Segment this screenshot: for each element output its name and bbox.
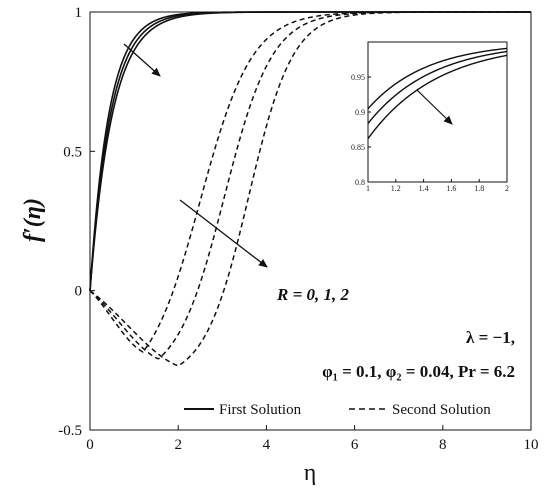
- arrow-first-solution: [123, 43, 161, 77]
- inset-x-tick-label: 1.6: [446, 184, 456, 193]
- inset-first-solution-line-R2: [367, 54, 508, 140]
- inset-first-solution-line-R1: [367, 50, 508, 124]
- arrow-second-solution: [179, 199, 268, 268]
- axis-ticks: 0 2 4 6 8 10-0.500.51: [58, 5, 538, 453]
- y-tick-label: 0: [75, 284, 83, 300]
- inset-y-tick-label: 0.95: [351, 73, 365, 82]
- inset-y-tick-label: 0.9: [355, 108, 365, 117]
- y-tick-label: -0.5: [58, 423, 82, 439]
- second-solution-line-R2: [89, 11, 531, 367]
- main-curves: [89, 11, 531, 367]
- second-solution-line-R0: [89, 11, 531, 353]
- r-parameter-label: R = 0, 1, 2: [276, 285, 350, 304]
- inset-x-tick-label: 1: [366, 184, 370, 193]
- inset-curves: [367, 47, 508, 140]
- y-tick-label: 0.5: [63, 144, 82, 160]
- inset-x-tick-label: 1.2: [391, 184, 401, 193]
- inset-ticks: 1 1.2 1.4 1.6 1.8 2 0.8 0.85 0.9 0.95: [351, 73, 509, 193]
- inset-arrow: [416, 89, 453, 125]
- x-tick-label: 8: [439, 437, 447, 453]
- x-axis-label: η: [304, 460, 317, 486]
- inset-first-solution-line-R0: [367, 47, 508, 110]
- inset-y-tick-label: 0.85: [351, 143, 365, 152]
- y-axis-label: f′(η): [20, 198, 46, 242]
- legend-label-second: Second Solution: [392, 402, 491, 418]
- x-tick-label: 4: [263, 437, 271, 453]
- x-tick-label: 0: [86, 437, 94, 453]
- inset-x-tick-label: 2: [505, 184, 509, 193]
- inset-x-tick-label: 1.4: [419, 184, 429, 193]
- legend: First Solution Second Solution: [184, 402, 491, 418]
- y-tick-label: 1: [75, 5, 83, 21]
- params-label: φ₁ = 0.1, φ₂ = 0.04, Pr = 6.2: [322, 362, 515, 381]
- inset-y-tick-label: 0.8: [355, 178, 365, 187]
- x-tick-label: 10: [524, 437, 539, 453]
- legend-label-first: First Solution: [219, 402, 302, 418]
- inset-chart: 1 1.2 1.4 1.6 1.8 2 0.8 0.85 0.9 0.95: [351, 41, 509, 193]
- inset-x-tick-label: 1.8: [474, 184, 484, 193]
- x-tick-label: 2: [174, 437, 182, 453]
- lambda-label: λ = −1,: [466, 328, 515, 347]
- x-tick-label: 6: [351, 437, 359, 453]
